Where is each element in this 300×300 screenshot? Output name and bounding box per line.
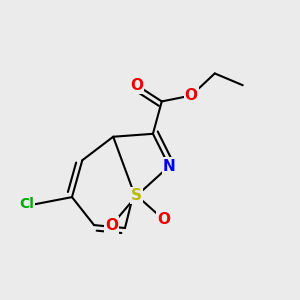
Text: O: O [185, 88, 198, 103]
Text: O: O [130, 78, 143, 93]
Text: O: O [105, 218, 118, 232]
Text: O: O [157, 212, 170, 227]
Text: S: S [131, 188, 142, 203]
Text: N: N [163, 159, 175, 174]
Text: Cl: Cl [19, 197, 34, 212]
